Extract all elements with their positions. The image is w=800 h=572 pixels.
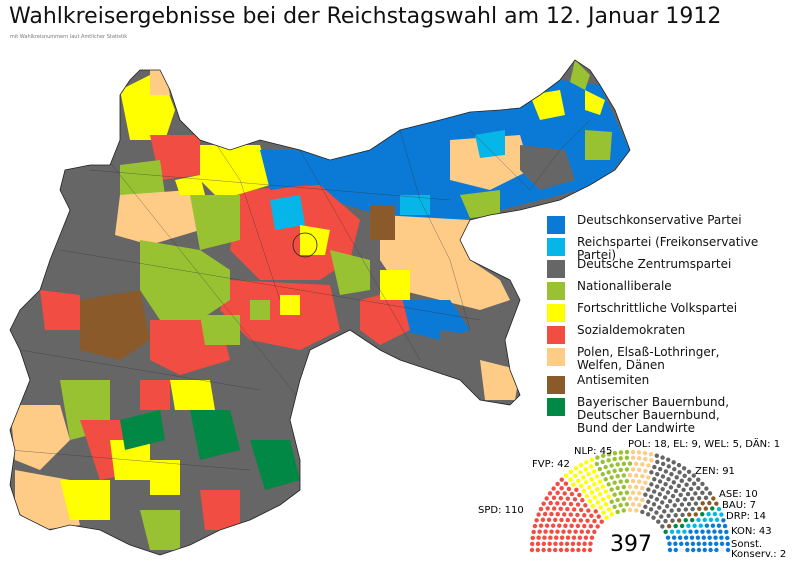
map-subtitle: mit Wahlkreisnummern laut Amtlicher Stat… [10,34,128,40]
legend-item-spd: Sozialdemokraten [547,324,800,346]
legend-swatch [547,260,565,278]
legend-label-line: Bayerischer Bauernbund, [577,395,730,409]
legend-label-line: Polen, Elsaß-Lothringer, [577,345,720,359]
legend-label: Deutsche Zentrumspartei [577,257,732,271]
legend-item-pol: Polen, Elsaß-Lothringer, Welfen, Dänen [547,346,800,374]
legend-item-bau: Bayerischer Bauernbund, Deutscher Bauern… [547,396,800,436]
legend-swatch [547,216,565,234]
legend-item-ase: Antisemiten [547,374,800,396]
legend-label: Reichspartei (Freikonservative Partei) [577,235,759,262]
legend-swatch [547,238,565,256]
legend-swatch [547,376,565,394]
legend-label: Bayerischer Bauernbund, Deutscher Bauern… [577,396,729,435]
legend-swatch [547,348,565,366]
legend-swatch [547,304,565,322]
legend-swatch [547,282,565,300]
legend-swatch [547,326,565,344]
legend-swatch [547,398,565,416]
map-title: Wahlkreisergebnisse bei der Reichstagswa… [9,4,722,29]
legend-label-line: Welfen, Dänen [577,358,665,372]
legend-label: Nationalliberale [577,279,672,293]
legend-label: Deutschkonservative Partei [577,213,742,227]
legend-label: Antisemiten [577,373,650,387]
legend-label: Sozialdemokraten [577,323,686,337]
legend-label: Fortschrittliche Volkspartei [577,301,738,315]
legend-item-zen: Deutsche Zentrumspartei [547,258,800,280]
total-seats: 397 [610,532,652,557]
legend-label-line: Bund der Landwirte [577,421,696,435]
legend-item-rp: Reichspartei (Freikonservative Partei) [547,236,800,262]
legend-item-nl: Nationalliberale [547,280,800,302]
map-legend: Deutschkonservative Partei Reichspartei … [547,214,800,436]
legend-label-line: Deutscher Bauernbund, [577,408,720,422]
legend-item-fvp: Fortschrittliche Volkspartei [547,302,800,324]
legend-label: Polen, Elsaß-Lothringer, Welfen, Dänen [577,346,719,372]
legend-item-dk: Deutschkonservative Partei [547,214,800,236]
